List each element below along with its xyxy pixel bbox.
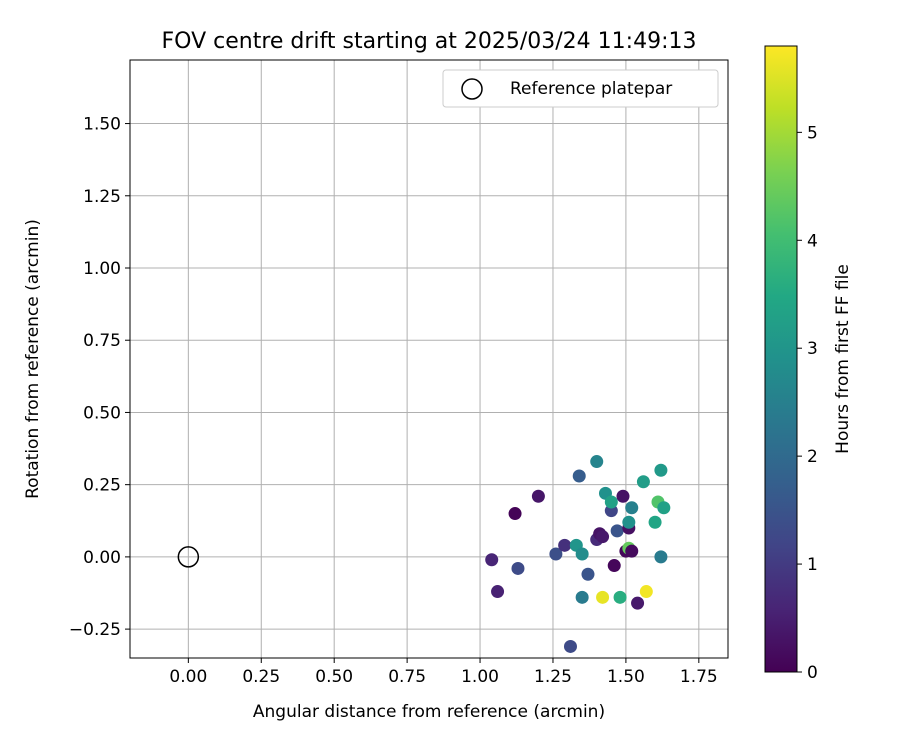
data-point bbox=[625, 544, 639, 558]
colorbar-tick-label: 3 bbox=[807, 339, 818, 359]
data-point bbox=[625, 501, 639, 515]
data-point bbox=[531, 489, 545, 503]
data-point bbox=[639, 585, 653, 599]
data-point bbox=[572, 469, 586, 483]
colorbar-tick-label: 0 bbox=[807, 663, 818, 683]
data-point bbox=[581, 567, 595, 581]
colorbar-tick-label: 1 bbox=[807, 555, 818, 575]
x-tick-label: 1.50 bbox=[607, 667, 645, 687]
data-point bbox=[607, 559, 621, 573]
plot-frame bbox=[129, 59, 729, 659]
colorbar-tick-label: 5 bbox=[807, 123, 818, 143]
x-tick-label: 0.25 bbox=[242, 667, 280, 687]
data-point bbox=[508, 507, 522, 521]
y-tick-label: −0.25 bbox=[69, 620, 121, 640]
colorbar-tick-label: 2 bbox=[807, 447, 818, 467]
colorbar-tick-label: 4 bbox=[807, 231, 818, 251]
colorbar-label: Hours from first FF file bbox=[833, 264, 853, 454]
y-axis-label: Rotation from reference (arcmin) bbox=[23, 219, 43, 499]
legend-entry-reference: Reference platepar bbox=[510, 79, 672, 99]
data-point bbox=[485, 553, 499, 567]
y-tick-label: 0.25 bbox=[83, 476, 121, 496]
data-point bbox=[610, 524, 624, 538]
y-tick-label: 1.25 bbox=[83, 187, 121, 207]
data-point bbox=[491, 585, 505, 599]
points-layer bbox=[485, 455, 671, 653]
data-point bbox=[648, 515, 662, 529]
legend-box bbox=[442, 69, 719, 108]
y-tick-label: 1.00 bbox=[83, 259, 121, 279]
legend: Reference platepar bbox=[442, 69, 719, 108]
colorbar: 0 1 2 3 4 5 Hours from first FF file bbox=[764, 45, 853, 683]
x-axis-ticks: 0.00 0.25 0.50 0.75 1.00 1.25 1.50 1.75 bbox=[169, 658, 718, 687]
data-point bbox=[563, 639, 577, 653]
y-tick-label: 0.75 bbox=[83, 331, 121, 351]
y-tick-label: 0.00 bbox=[83, 548, 121, 568]
y-tick-label: 0.50 bbox=[83, 403, 121, 423]
data-point bbox=[604, 495, 618, 509]
data-point bbox=[575, 590, 589, 604]
data-point bbox=[558, 538, 572, 552]
y-tick-label: 1.50 bbox=[83, 115, 121, 135]
data-point bbox=[596, 590, 610, 604]
y-axis-ticks: −0.25 0.00 0.25 0.50 0.75 1.00 1.25 1.50 bbox=[69, 115, 130, 640]
colorbar-ticks: 0 1 2 3 4 5 bbox=[797, 123, 818, 683]
data-point bbox=[613, 590, 627, 604]
data-point bbox=[549, 547, 563, 561]
data-point bbox=[575, 547, 589, 561]
x-tick-label: 1.25 bbox=[534, 667, 572, 687]
reference-platepar-marker bbox=[177, 546, 200, 568]
reference-layer bbox=[177, 546, 200, 568]
x-tick-label: 0.50 bbox=[315, 667, 353, 687]
grid bbox=[130, 60, 728, 658]
x-axis-label: Angular distance from reference (arcmin) bbox=[253, 702, 605, 722]
x-tick-label: 1.00 bbox=[461, 667, 499, 687]
legend-marker-reference bbox=[461, 78, 483, 100]
data-point bbox=[654, 463, 668, 477]
data-point bbox=[654, 550, 668, 564]
data-point bbox=[631, 596, 645, 610]
x-tick-label: 0.00 bbox=[169, 667, 207, 687]
data-point bbox=[657, 501, 671, 515]
x-tick-label: 0.75 bbox=[388, 667, 426, 687]
x-tick-label: 1.75 bbox=[680, 667, 718, 687]
data-point bbox=[590, 455, 604, 469]
data-point bbox=[596, 530, 610, 544]
chart-title: FOV centre drift starting at 2025/03/24 … bbox=[162, 29, 697, 54]
data-point bbox=[622, 515, 636, 529]
data-point bbox=[511, 561, 525, 575]
data-point bbox=[636, 475, 650, 489]
data-point bbox=[616, 489, 630, 503]
colorbar-gradient bbox=[764, 45, 798, 673]
